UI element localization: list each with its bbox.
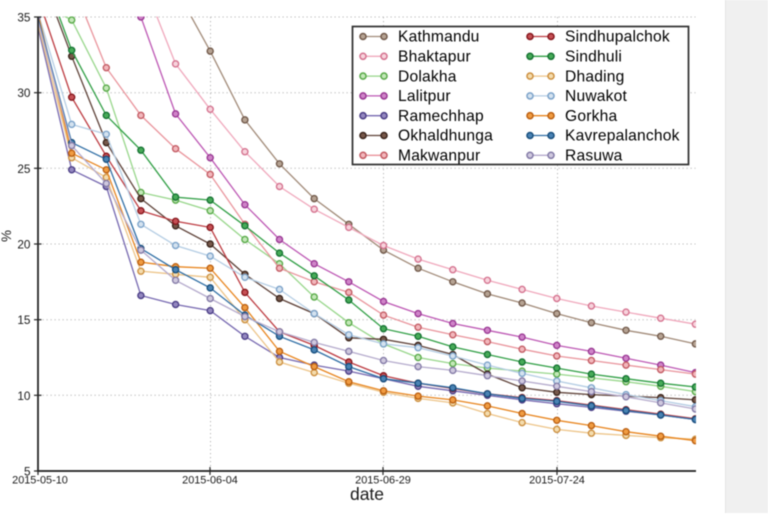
svg-text:Ramechhap: Ramechhap	[398, 108, 484, 125]
svg-text:Kathmandu: Kathmandu	[398, 29, 480, 46]
svg-text:15: 15	[17, 313, 31, 327]
svg-text:25: 25	[17, 162, 31, 176]
svg-text:Sindhupalchok: Sindhupalchok	[565, 29, 670, 46]
svg-text:2015-07-24: 2015-07-24	[529, 475, 585, 487]
svg-text:Makwanpur: Makwanpur	[398, 148, 480, 165]
svg-text:35: 35	[17, 11, 31, 25]
svg-text:2015-06-29: 2015-06-29	[355, 475, 411, 487]
svg-text:5: 5	[24, 465, 31, 479]
svg-text:2015-06-04: 2015-06-04	[182, 475, 238, 487]
svg-text:Gorkha: Gorkha	[565, 108, 617, 125]
svg-text:2015-05-10: 2015-05-10	[12, 475, 68, 487]
svg-text:Bhaktapur: Bhaktapur	[398, 49, 471, 66]
svg-text:Kavrepalanchok: Kavrepalanchok	[565, 128, 680, 145]
svg-text:%: %	[0, 230, 14, 242]
svg-text:30: 30	[17, 86, 31, 100]
svg-text:Sindhuli: Sindhuli	[565, 49, 622, 66]
svg-text:Lalitpur: Lalitpur	[398, 88, 451, 105]
svg-text:Dolakha: Dolakha	[398, 68, 457, 85]
svg-text:20: 20	[17, 238, 31, 252]
svg-text:Rasuwa: Rasuwa	[565, 148, 623, 165]
svg-text:Okhaldhunga: Okhaldhunga	[398, 128, 493, 145]
svg-text:10: 10	[17, 389, 31, 403]
svg-text:Dhading: Dhading	[565, 68, 625, 85]
svg-text:date: date	[350, 484, 384, 504]
svg-text:Nuwakot: Nuwakot	[565, 88, 628, 105]
